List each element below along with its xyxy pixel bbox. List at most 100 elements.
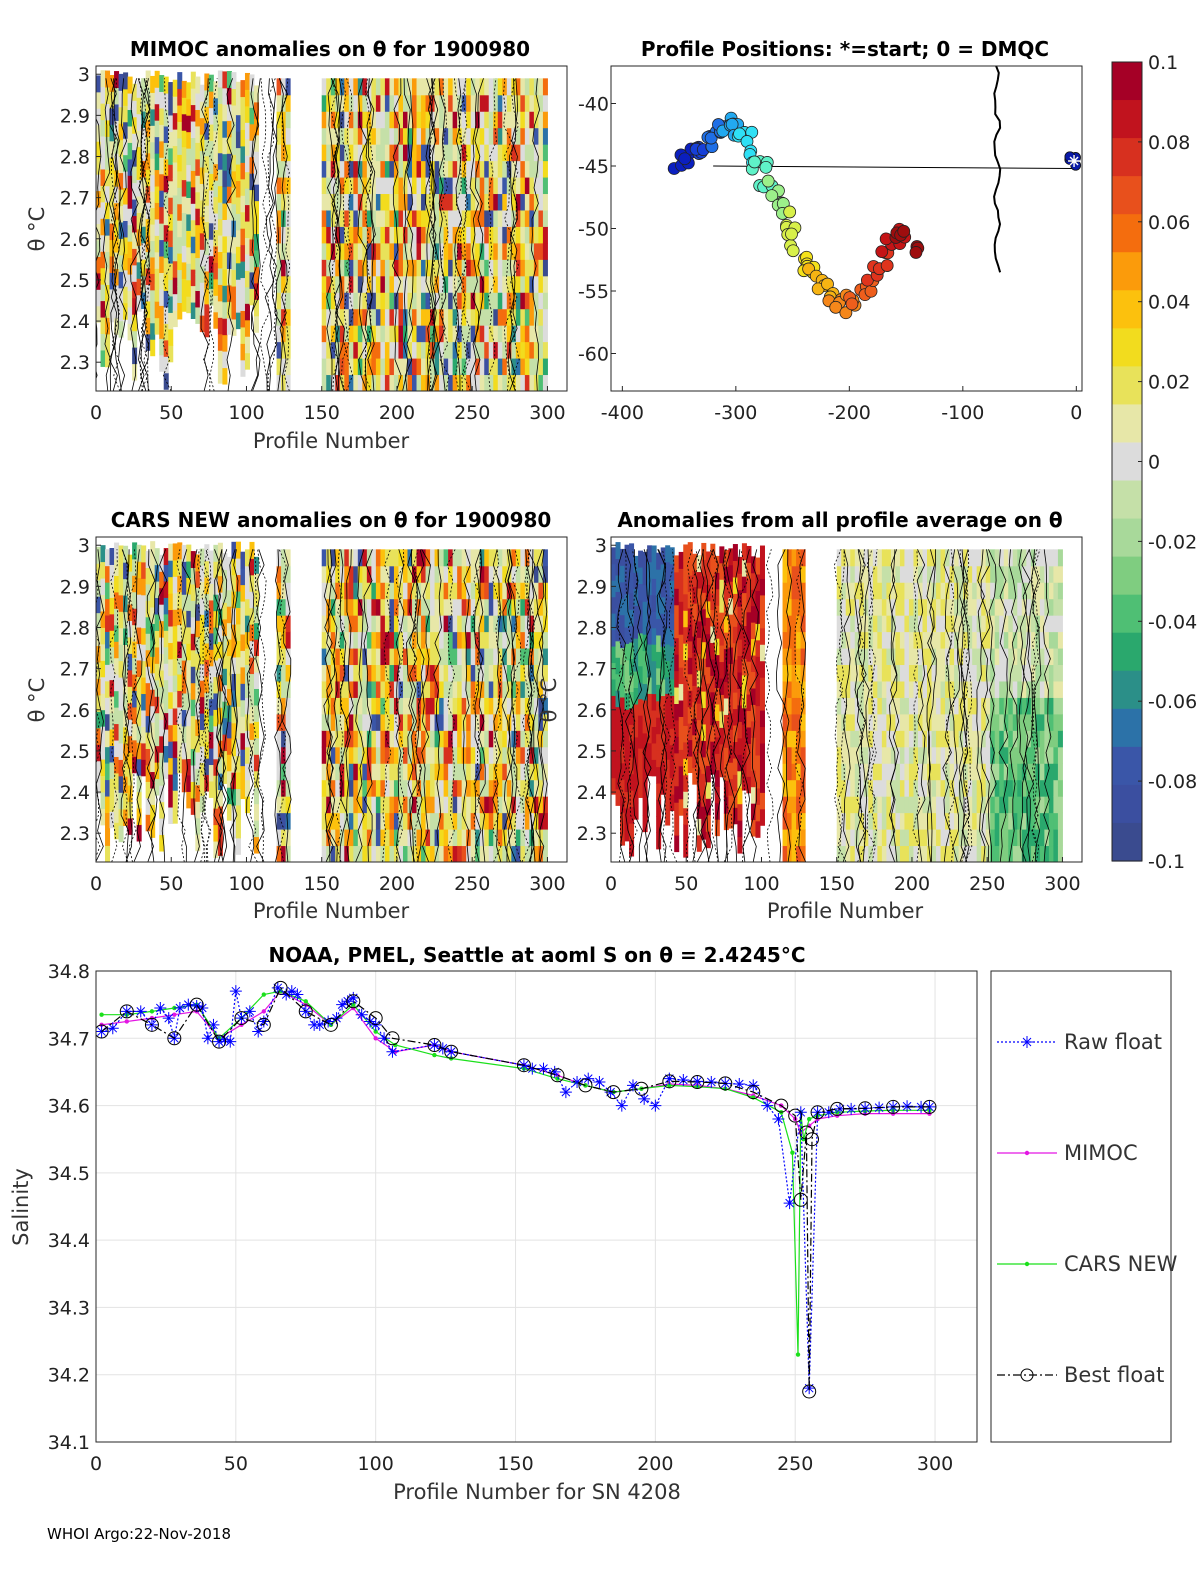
- heatmap-cell: [380, 680, 386, 698]
- heatmap-cell: [384, 94, 390, 112]
- heatmap-cell: [109, 646, 115, 664]
- heatmap-cell: [940, 746, 946, 764]
- heatmap-cell: [371, 598, 377, 616]
- heatmap-cell: [335, 259, 341, 277]
- heatmap-cell: [421, 598, 427, 616]
- heatmap-cell: [940, 565, 946, 583]
- heatmap-cell: [276, 259, 282, 277]
- heatmap-cell: [240, 716, 246, 734]
- heatmap-cell: [235, 114, 241, 132]
- heatmap-cell: [159, 719, 165, 737]
- heatmap-cell: [163, 339, 169, 357]
- heatmap-cell: [755, 738, 761, 756]
- heatmap-cell: [683, 741, 689, 759]
- heatmap-cell: [127, 604, 133, 621]
- heatmap-cell: [321, 812, 327, 830]
- colorbar-tick-label: 0.08: [1148, 132, 1190, 154]
- heatmap-cell: [981, 598, 987, 616]
- heatmap-cell: [443, 177, 449, 195]
- heatmap-cell: [461, 779, 467, 797]
- heatmap-cell: [154, 70, 160, 88]
- heatmap-cell: [665, 561, 671, 579]
- heatmap-cell: [452, 664, 458, 682]
- heatmap-cell: [629, 609, 635, 627]
- heatmap-cell: [683, 544, 689, 562]
- heatmap-cell: [213, 594, 219, 612]
- heatmap-cell: [791, 631, 797, 649]
- heatmap-cell: [353, 697, 359, 715]
- heatmap-cell: [127, 817, 133, 835]
- heatmap-cell: [755, 689, 761, 707]
- heatmap-cell: [922, 697, 928, 715]
- heatmap-cell: [538, 111, 544, 129]
- heatmap-cell: [222, 717, 228, 735]
- heatmap-cell: [443, 763, 449, 781]
- heatmap-cell: [624, 610, 630, 628]
- heatmap-cell: [204, 287, 210, 305]
- heatmap-cell: [836, 779, 842, 797]
- heatmap-cell: [787, 565, 793, 583]
- heatmap-cell: [542, 177, 548, 195]
- heatmap-cell: [430, 713, 436, 731]
- heatmap-cell: [484, 763, 490, 781]
- heatmap-cell: [542, 730, 548, 748]
- heatmap-cell: [384, 144, 390, 162]
- panel-profile-positions: -400 -300 -200 -100 0-40-45-50-55-60 Profile…: [578, 37, 1083, 424]
- heatmap-cell: [105, 202, 111, 220]
- heatmap-cell: [845, 598, 851, 616]
- heatmap-cell: [452, 796, 458, 814]
- colorbar-cell: [1112, 822, 1142, 862]
- heatmap-cell: [922, 829, 928, 847]
- heatmap-cell: [484, 160, 490, 178]
- heatmap-cell: [750, 786, 756, 804]
- heatmap-cell: [100, 284, 106, 302]
- heatmap-cell: [425, 292, 431, 310]
- heatmap-cell: [132, 248, 138, 266]
- heatmap-cell: [963, 664, 969, 682]
- heatmap-cell: [159, 338, 165, 356]
- y-tick-label: 2.5: [60, 741, 90, 763]
- heatmap-cell: [443, 193, 449, 211]
- heatmap-cell: [958, 779, 964, 797]
- contour-line: [439, 78, 450, 391]
- heatmap-cell: [692, 652, 698, 670]
- heatmap-cell: [208, 599, 214, 617]
- heatmap-cell: [235, 196, 241, 214]
- heatmap-cell: [750, 638, 756, 656]
- x-tick-label: 300: [529, 402, 565, 424]
- heatmap-cell: [407, 209, 413, 227]
- heatmap-cell: [127, 274, 133, 292]
- heatmap-cell: [660, 728, 666, 746]
- heatmap-cell: [533, 292, 539, 310]
- colorbar-cell: [1112, 746, 1142, 786]
- contour-line: [366, 78, 376, 391]
- heatmap-cell: [922, 812, 928, 830]
- heatmap-cell: [746, 578, 752, 596]
- heatmap-cell: [497, 209, 503, 227]
- heatmap-cell: [141, 94, 147, 112]
- heatmap-cell: [398, 374, 404, 391]
- contour-line: [229, 549, 238, 862]
- heatmap-cell: [339, 374, 345, 391]
- heatmap-cell: [114, 136, 120, 154]
- heatmap-cell: [511, 144, 517, 162]
- heatmap-cell: [1008, 713, 1014, 731]
- heatmap-cell: [719, 678, 725, 695]
- heatmap-cell: [493, 144, 499, 162]
- heatmap-cell: [168, 642, 174, 660]
- heatmap-cell: [145, 797, 151, 815]
- heatmap-cell: [393, 308, 399, 326]
- heatmap-cell: [611, 728, 617, 746]
- heatmap-cell: [493, 177, 499, 195]
- heatmap-cell: [412, 341, 418, 359]
- contour-line: [333, 78, 341, 391]
- contour-line: [458, 78, 468, 391]
- heatmap-cell: [226, 787, 232, 805]
- heatmap-cell: [150, 240, 156, 258]
- heatmap-cell: [990, 796, 996, 814]
- heatmap-cell: [448, 78, 454, 96]
- heatmap-cell: [475, 209, 481, 227]
- heatmap-cell: [380, 697, 386, 715]
- heatmap-cell: [863, 746, 869, 764]
